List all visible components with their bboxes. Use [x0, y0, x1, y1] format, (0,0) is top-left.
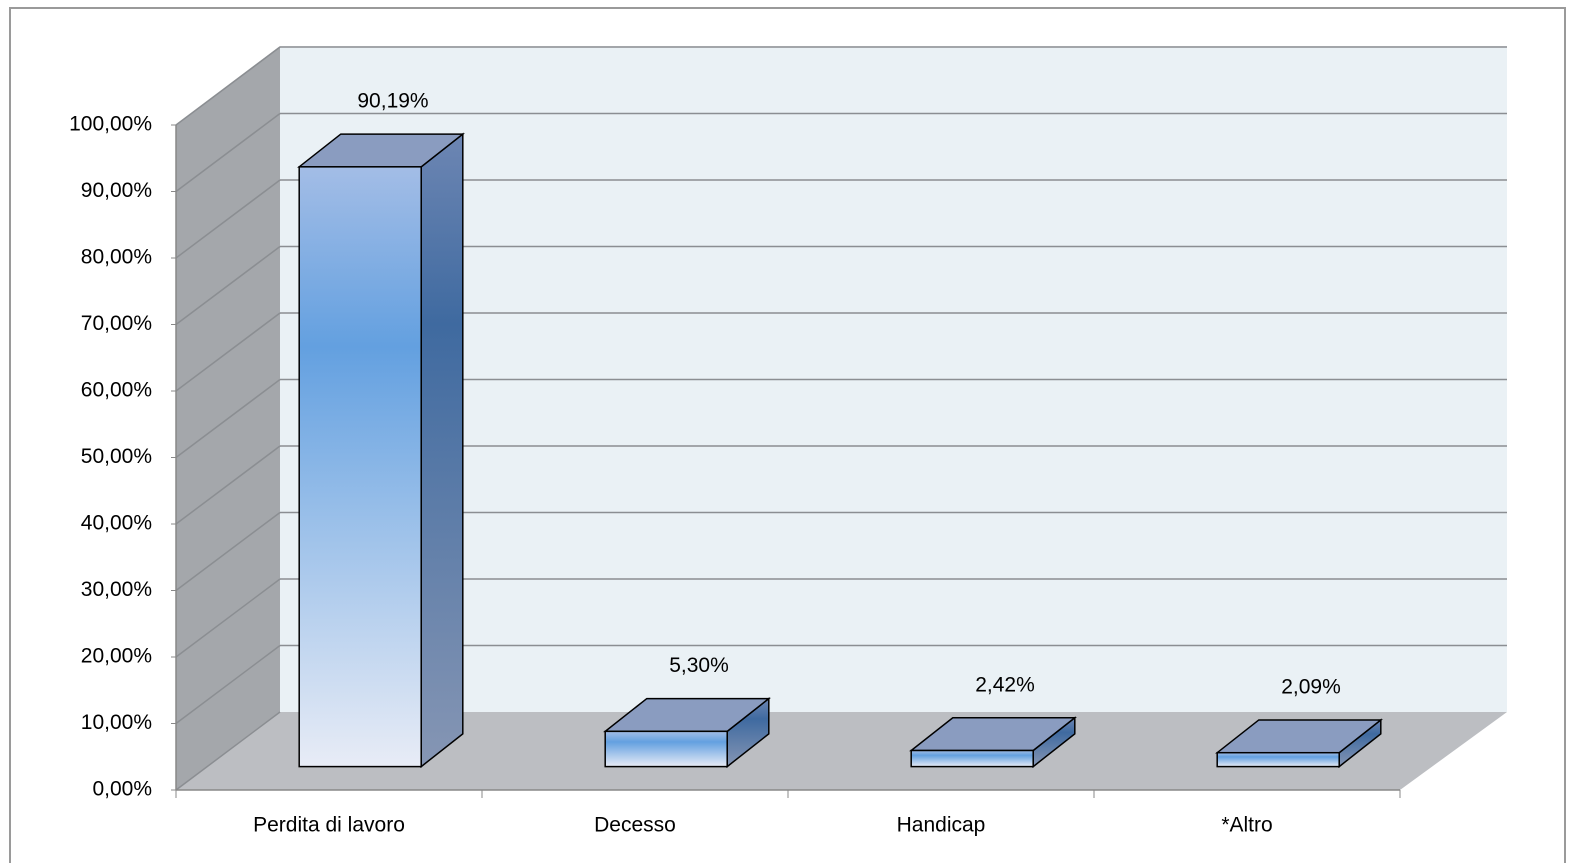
- x-tick-label: *Altro: [1221, 814, 1272, 837]
- bar: [1215, 718, 1383, 769]
- x-tick-label: Handicap: [897, 814, 986, 837]
- y-tick-label: 90,00%: [81, 179, 152, 202]
- grid: 0,00% 10,00% 20,00% 30,00% 40,00% 50,00% 60,00…: [69, 46, 1507, 801]
- data-label: 2,42%: [975, 673, 1035, 696]
- bar-front: [910, 749, 1034, 768]
- y-tick-label: 20,00%: [81, 645, 152, 668]
- grid-line: [175, 312, 281, 392]
- bar-front: [298, 166, 422, 768]
- x-tick-label: Perdita di lavoro: [253, 814, 405, 837]
- data-label: 90,19%: [357, 90, 428, 113]
- bar-front: [1216, 751, 1340, 768]
- floor: [176, 712, 1507, 790]
- data-label: 2,09%: [1281, 675, 1341, 698]
- grid-line: [175, 46, 281, 126]
- data-label: 5,30%: [669, 654, 729, 677]
- y-tick-label: 100,00%: [69, 113, 152, 136]
- y-tick-label: 30,00%: [81, 578, 152, 601]
- y-tick-label: 80,00%: [81, 246, 152, 269]
- y-tick-label: 70,00%: [81, 312, 152, 335]
- bar: [297, 132, 465, 769]
- grid-line: [175, 644, 281, 725]
- bar-front: [604, 730, 728, 768]
- grid-line: [175, 112, 281, 193]
- bar-side: [420, 132, 464, 769]
- grid-line: [175, 711, 281, 791]
- frame: [9, 7, 1566, 863]
- grid-line: [175, 179, 281, 259]
- grid-line: [175, 445, 281, 525]
- y-tick-label: 50,00%: [81, 445, 152, 468]
- y-tick-label: 40,00%: [81, 512, 152, 535]
- y-tick-label: 60,00%: [81, 379, 152, 402]
- x-tick-label: Decesso: [594, 814, 676, 837]
- bars: 90,19% Perdita di lavoro 5,30% Decesso 2,42%…: [253, 90, 1383, 837]
- bar: [909, 716, 1077, 769]
- grid-line: [175, 245, 281, 326]
- grid-line: [175, 578, 281, 658]
- y-tick-label: 0,00%: [92, 778, 152, 801]
- bar: [603, 697, 771, 769]
- y-tick-label: 10,00%: [81, 711, 152, 734]
- grid-line: [175, 378, 281, 459]
- grid-line: [175, 511, 281, 592]
